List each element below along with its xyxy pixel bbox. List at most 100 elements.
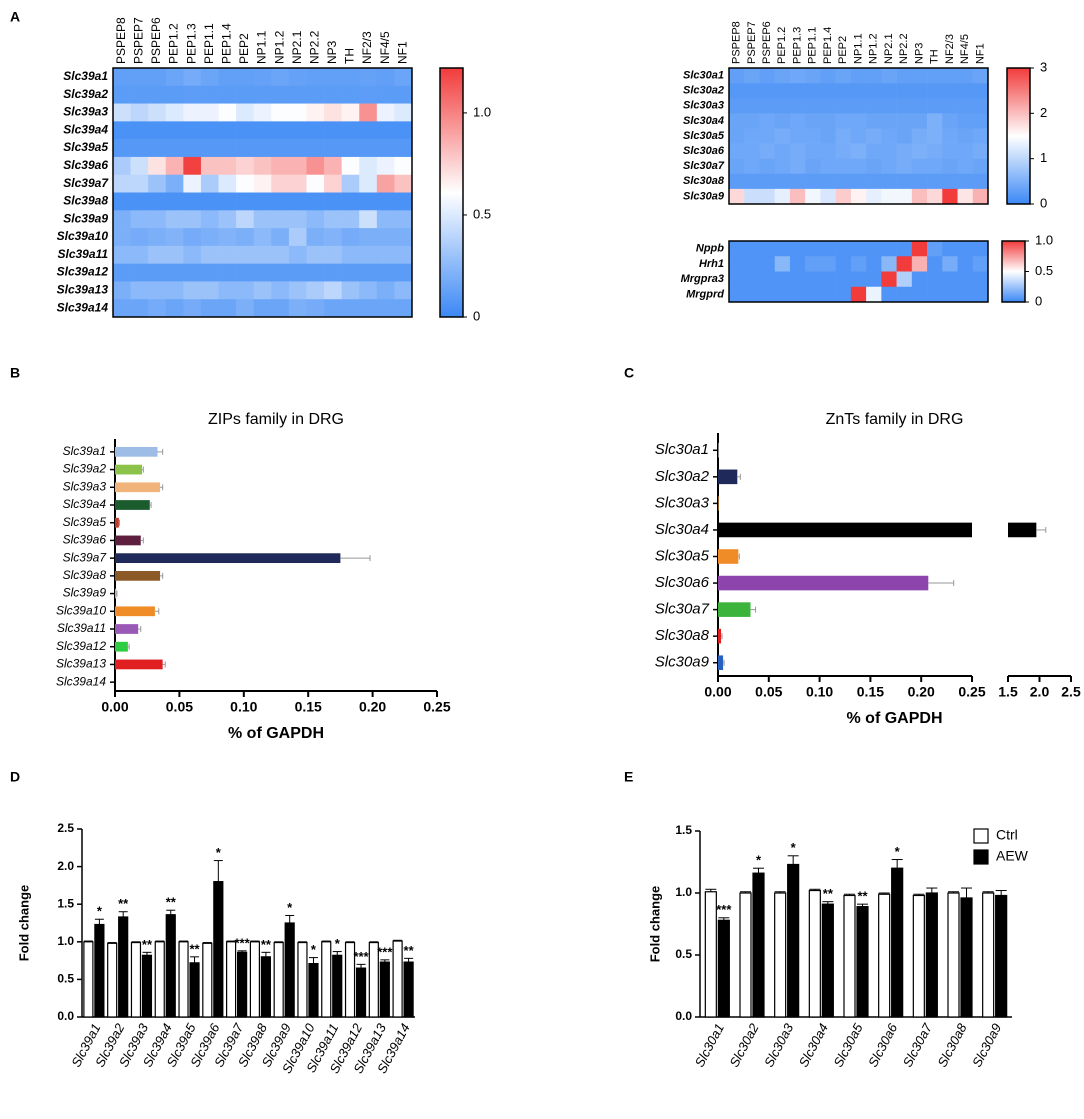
panel-label: A (10, 9, 20, 25)
row-label: Slc30a2 (683, 85, 724, 97)
bar (115, 464, 143, 475)
heatmap-cell (271, 156, 290, 176)
heatmap-cell (253, 174, 272, 193)
heatmap-cell (376, 210, 395, 229)
bar (249, 941, 260, 1018)
heatmap-cell (341, 299, 360, 318)
heatmap-cell (850, 286, 867, 303)
column-label: NP1.1 (255, 30, 269, 64)
heatmap-cell (376, 68, 395, 87)
bar (403, 961, 414, 1018)
colorbar-tick-label: 1.0 (473, 104, 491, 119)
legend-label: Ctrl (996, 827, 1018, 843)
heatmap-cell (183, 263, 202, 282)
heatmap-cell (881, 68, 897, 84)
heatmap-cell (113, 174, 131, 193)
x-tick-label: 0.20 (359, 699, 386, 715)
heatmap-cell (972, 68, 989, 84)
x-tick-label: 0.10 (806, 684, 833, 700)
significance: ** (823, 886, 834, 901)
heatmap-cell (744, 188, 760, 205)
heatmap-cell (113, 228, 131, 247)
heatmap-cell (820, 286, 836, 303)
bar (141, 954, 153, 1018)
column-label: PSPEP7 (746, 21, 758, 64)
heatmap-cell (376, 299, 395, 318)
heatmap-cell (942, 158, 958, 175)
heatmap-cell (850, 271, 867, 288)
heatmap-cell (774, 188, 791, 205)
heatmap-cell (306, 103, 325, 122)
heatmap-cell (148, 210, 167, 229)
heatmap-cell (911, 188, 928, 205)
column-label: NF1 (395, 41, 409, 64)
x-tick-label: Slc30a1 (692, 1021, 727, 1070)
heatmap-cell (218, 85, 237, 104)
y-tick-label: 2.0 (57, 859, 74, 873)
row-label: Slc39a14 (57, 300, 109, 314)
heatmap-cell (866, 173, 882, 190)
heatmap-cell (324, 245, 342, 264)
heatmap-cell (744, 286, 760, 303)
heatmap-cell (911, 271, 928, 288)
heatmap-cell (253, 103, 272, 122)
heatmap-cell (218, 103, 237, 122)
bar (189, 962, 200, 1018)
heatmap-cell (183, 174, 202, 193)
heatmap-cell (218, 228, 237, 247)
heatmap-cell (183, 85, 202, 104)
y-tick-label: 1.5 (675, 823, 692, 837)
heatmap-cell (896, 143, 913, 159)
heatmap-cell (942, 256, 958, 272)
heatmap-cell (896, 98, 913, 114)
heatmap-cell (165, 103, 184, 122)
heatmap-cell (288, 174, 307, 193)
heatmap-cell (148, 121, 167, 140)
significance: ** (857, 889, 868, 904)
heatmap-cell (271, 68, 290, 87)
heatmap-cell (376, 121, 395, 140)
heatmap-cell (394, 281, 413, 300)
bar (118, 916, 129, 1018)
heatmap-cell (835, 173, 852, 190)
significance: ** (189, 941, 200, 956)
heatmap-cell (942, 98, 958, 114)
column-label: PEP2 (837, 36, 849, 64)
bar (297, 941, 308, 1018)
row-label: Slc39a2 (63, 87, 108, 101)
heatmap-cell (165, 139, 184, 158)
y-tick-label: Slc39a1 (63, 444, 106, 458)
heatmap-cell (911, 128, 928, 144)
bar (178, 941, 189, 1018)
y-tick-label: 0.5 (57, 972, 74, 986)
heatmap-cell (359, 139, 378, 158)
column-label: NF4/5 (959, 34, 971, 64)
panel-label: B (10, 365, 20, 381)
heatmap-cell (927, 188, 943, 205)
heatmap-cell (376, 245, 395, 264)
heatmap-cell (972, 173, 989, 190)
heatmap-cell (972, 271, 989, 288)
heatmap-cell (236, 68, 255, 87)
heatmap-cell (820, 83, 836, 99)
column-label: PEP1.4 (219, 23, 233, 64)
chart-title: ZIPs family in DRG (208, 411, 344, 428)
heatmap-cell (820, 158, 836, 175)
bar (392, 940, 403, 1018)
y-tick-label: 1.0 (675, 885, 692, 899)
colorbar-tick-label: 0 (1040, 195, 1047, 210)
row-label: Slc39a8 (63, 194, 108, 208)
heatmap-cell (271, 192, 290, 211)
bar (718, 522, 972, 538)
heatmap-cell (972, 143, 989, 159)
heatmap-cell (165, 192, 184, 211)
heatmap-cell (805, 256, 821, 272)
row-label: Slc39a9 (63, 211, 108, 225)
bar (843, 894, 856, 1018)
bar (878, 893, 891, 1018)
x-tick-label: 1.5 (998, 684, 1018, 700)
heatmap-cell (306, 139, 325, 158)
heatmap-cell (359, 68, 378, 87)
heatmap-cell (324, 263, 342, 282)
row-label: Slc30a3 (683, 100, 724, 112)
